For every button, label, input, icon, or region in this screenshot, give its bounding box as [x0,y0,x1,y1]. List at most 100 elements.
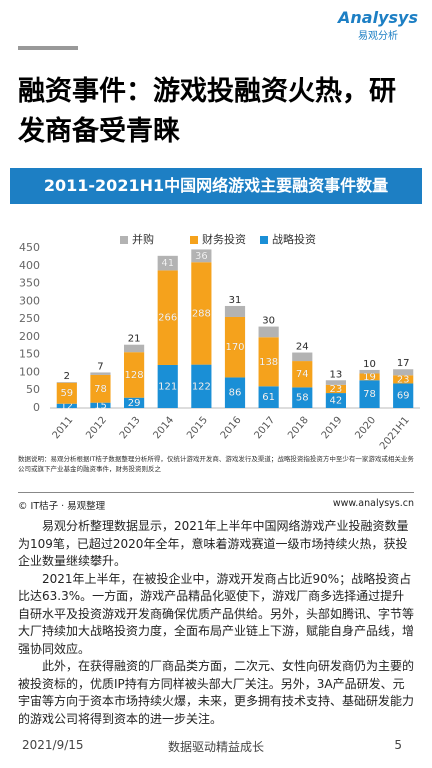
x-tick-label: 2013 [118,415,143,442]
paragraph: 2021年上半年，在被投企业中，游戏开发商占比近90%；战略投资占比达63.3%… [18,571,415,656]
data-label: 2 [64,371,70,382]
x-tick-label: 2015 [185,415,210,442]
data-label: 21 [128,334,141,345]
data-label: 23 [330,384,343,395]
data-label: 78 [94,384,107,395]
data-label: 42 [330,396,343,407]
data-label: 58 [296,393,309,404]
legend-label: 财务投资 [202,232,246,246]
legend-label: 战略投资 [272,232,316,246]
footer-date: 2021/9/15 [22,738,84,752]
data-label: 13 [330,369,343,380]
x-tick-label: 2011 [51,415,76,442]
bar-segment [124,397,145,408]
source: © IT桔子 · 易观整理 [18,501,106,512]
data-label: 10 [363,359,376,370]
bar-segment [393,369,414,376]
bar-segment [325,380,346,385]
data-label: 61 [262,392,275,403]
bar-segment [56,403,77,408]
data-label: 86 [229,388,242,399]
data-label: 74 [296,369,309,380]
data-label: 36 [195,251,208,262]
data-label: 41 [161,258,174,269]
data-label: 31 [229,295,242,306]
y-tick-label: 50 [26,383,40,396]
x-tick-label: 2017 [252,415,277,442]
data-label: 122 [192,381,211,392]
data-label: 19 [363,372,376,383]
page-title: 融资事件：游戏投融资火热，研发商备受青睐 [18,76,396,147]
bar-segment [56,382,77,404]
data-label: 78 [363,389,376,400]
bar-segment [292,361,313,388]
data-label: 69 [397,391,410,402]
data-label: 23 [397,374,410,385]
bar-segment [224,305,246,317]
bar-segment [56,382,77,383]
bar-segment [157,255,178,271]
bar-segment [325,393,346,408]
logo-cn: 易观分析 [358,31,399,42]
data-label: 59 [60,388,73,399]
bar-segment [258,386,279,408]
bar-segment [359,369,380,374]
data-label: 288 [192,308,211,319]
legend-swatch [190,236,198,244]
accent-bar [18,46,78,50]
body-text: 易观分析整理数据显示，2021年上半年中国网络游戏产业投融资数量为109笔，已超… [18,518,414,728]
data-label: 121 [158,381,177,392]
bar-segment [359,373,380,381]
paragraph: 易观分析整理数据显示，2021年上半年中国网络游戏产业投融资数量为109笔，已超… [18,519,409,568]
bar-segment [393,383,414,408]
bar-segment [258,337,279,387]
data-label: 15 [94,400,107,411]
data-label: 170 [225,342,244,353]
x-tick-label: 2014 [152,415,177,442]
bar-segment [157,270,178,365]
bar-segment [292,387,313,408]
footer-slogan: 数据驱动精益成长 [167,740,264,754]
y-tick-label: 450 [19,241,40,254]
chart-note: 数据说明：易观分析根据IT桔子数据整理分析所得，仅统计游戏开发商、游戏发行及渠道… [18,455,414,473]
data-label: 12 [60,401,73,412]
bar-segment [393,375,414,384]
legend-swatch [260,236,268,244]
bar-segment [258,326,279,338]
bar-segment [191,364,212,408]
bar-segment [292,352,313,362]
y-tick-label: 400 [19,259,40,272]
x-tick-label: 2019 [320,415,345,442]
bar-segment [90,402,111,408]
bar-segment [191,249,212,263]
chart-title: 2011-2021H1中国网络游戏主要融资事件数量 [10,168,422,204]
legend-swatch [120,236,128,244]
y-tick-label: 0 [33,401,40,414]
chart: 并购 财务投资 战略投资 0 50 100 150 200 250 300 350 400 450 12 5… [19,232,420,451]
data-label: 29 [128,398,141,409]
bar-segment [124,344,145,353]
y-tick-label: 300 [19,294,40,307]
y-tick-label: 150 [19,348,40,361]
bar-segment [224,377,246,408]
legend-label: 并购 [132,232,154,246]
y-tick-label: 100 [19,365,40,378]
data-label: 30 [262,316,275,327]
x-tick-label: 2016 [219,415,244,442]
logo: Analysys 易观分析 [338,8,418,42]
x-tick-label: 2012 [84,415,109,442]
bar-segment [359,380,380,408]
bar-segment [191,262,212,365]
logo-name: Analysys [338,8,418,27]
data-label: 128 [125,370,144,381]
data-label: 266 [158,313,177,324]
data-label: 7 [97,361,103,372]
divider [18,492,414,493]
x-tick-label: 2021H1 [378,415,412,451]
y-tick-label: 350 [19,277,40,290]
bar-segment [90,374,111,403]
bar-segment [90,372,111,375]
bar-segment [124,352,145,398]
bar-segment [325,384,346,394]
